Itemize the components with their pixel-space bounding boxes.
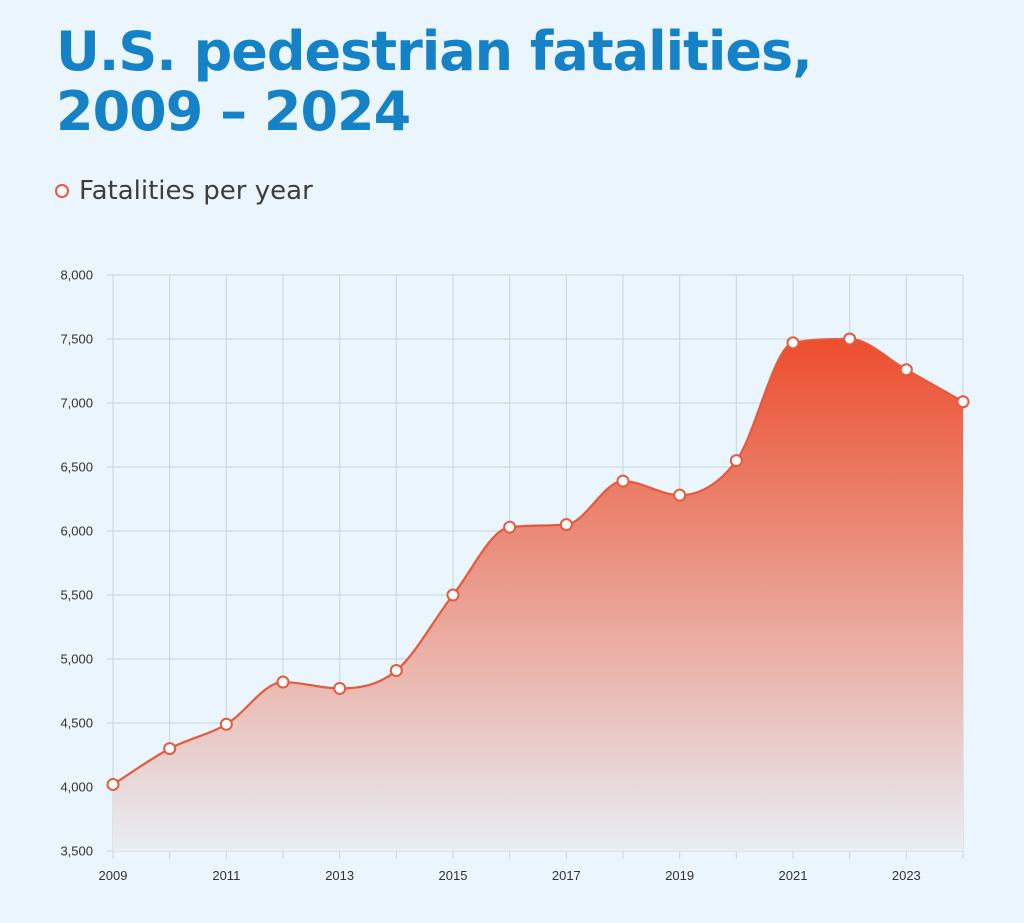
data-point-2012 xyxy=(276,675,290,689)
x-tick-label: 2015 xyxy=(439,868,468,883)
legend-marker-icon xyxy=(55,184,69,198)
data-point-2017 xyxy=(559,518,573,532)
y-tick-label: 4,000 xyxy=(60,780,93,795)
data-point-2014 xyxy=(389,664,403,678)
x-tick-label: 2021 xyxy=(779,868,808,883)
x-axis-ticks: 2009 2011 2013 2015 2017 2019 2021 2023 xyxy=(99,868,921,883)
y-tick-label: 3,500 xyxy=(60,844,93,859)
y-tick-label: 5,500 xyxy=(60,588,93,603)
area-fill-layer xyxy=(113,339,963,851)
data-point-2016 xyxy=(503,520,517,534)
series-line-layer xyxy=(112,337,964,786)
data-point-2011 xyxy=(219,717,233,731)
y-tick-label: 5,000 xyxy=(60,652,93,667)
x-tick-label: 2009 xyxy=(99,868,128,883)
x-tick-label: 2013 xyxy=(325,868,354,883)
data-point-2023 xyxy=(899,363,913,377)
y-tick-label: 6,000 xyxy=(60,524,93,539)
data-points xyxy=(106,332,970,791)
legend: Fatalities per year xyxy=(55,176,313,206)
data-point-2021 xyxy=(786,336,800,350)
x-tick-label: 2023 xyxy=(892,868,921,883)
legend-label: Fatalities per year xyxy=(79,176,313,206)
data-point-2020 xyxy=(729,454,743,468)
y-tick-label: 4,500 xyxy=(60,716,93,731)
y-tick-label: 7,500 xyxy=(60,332,93,347)
y-tick-label: 6,500 xyxy=(60,460,93,475)
y-axis-ticks: 3,500 4,000 4,500 5,000 5,500 6,000 6,500 7,000… xyxy=(60,268,93,859)
data-point-2013 xyxy=(333,681,347,695)
data-point-2009 xyxy=(106,777,120,791)
x-tick-label: 2019 xyxy=(665,868,694,883)
series-area-fill xyxy=(113,339,963,851)
data-point-2015 xyxy=(446,588,460,602)
y-tick-label: 7,000 xyxy=(60,396,93,411)
series-line xyxy=(112,337,964,786)
y-tick-label: 8,000 xyxy=(60,268,93,283)
data-point-2010 xyxy=(163,742,177,756)
data-point-2024 xyxy=(956,395,970,409)
data-point-2019 xyxy=(673,488,687,502)
data-point-2022 xyxy=(843,332,857,346)
x-tick-label: 2011 xyxy=(212,868,240,883)
data-point-2018 xyxy=(616,474,630,488)
x-tick-label: 2017 xyxy=(552,868,581,883)
chart-title: U.S. pedestrian fatalities, 2009 – 2024 xyxy=(56,20,813,143)
